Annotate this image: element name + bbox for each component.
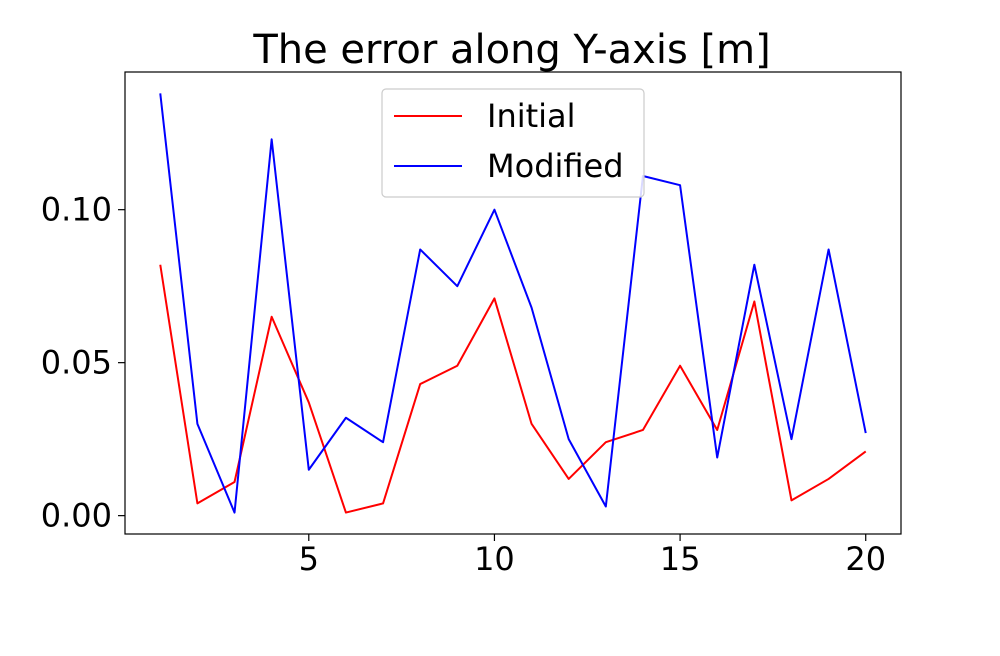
x-tick-label: 5 xyxy=(299,540,319,578)
data-series xyxy=(159,93,867,514)
y-tick-label: 0.05 xyxy=(41,344,112,382)
legend: Initial Modified xyxy=(381,88,645,198)
axis-ticks: 5 10 15 20 0.00 0.05 0.10 xyxy=(41,191,886,578)
legend-label-modified: Modified xyxy=(487,147,624,185)
y-tick-label: 0.10 xyxy=(41,191,112,229)
series-line-initial xyxy=(159,264,867,514)
x-tick-label: 20 xyxy=(845,540,886,578)
chart-title: The error along Y-axis [m] xyxy=(252,27,770,73)
legend-label-initial: Initial xyxy=(487,97,576,135)
x-tick-label: 10 xyxy=(474,540,515,578)
series-line-modified xyxy=(159,93,867,514)
y-tick-label: 0.00 xyxy=(41,497,112,535)
x-tick-label: 15 xyxy=(660,540,701,578)
